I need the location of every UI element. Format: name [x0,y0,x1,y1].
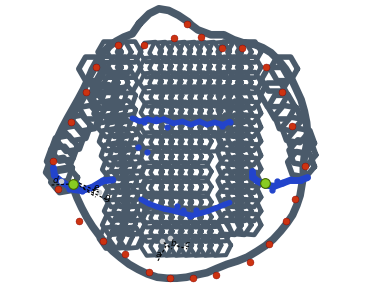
Text: a: a [156,250,161,259]
Text: g: g [105,193,111,202]
Text: c: c [185,240,190,249]
Text: d: d [53,176,59,185]
Text: b: b [171,239,176,248]
Text: e: e [94,183,99,192]
Text: f: f [91,188,94,197]
